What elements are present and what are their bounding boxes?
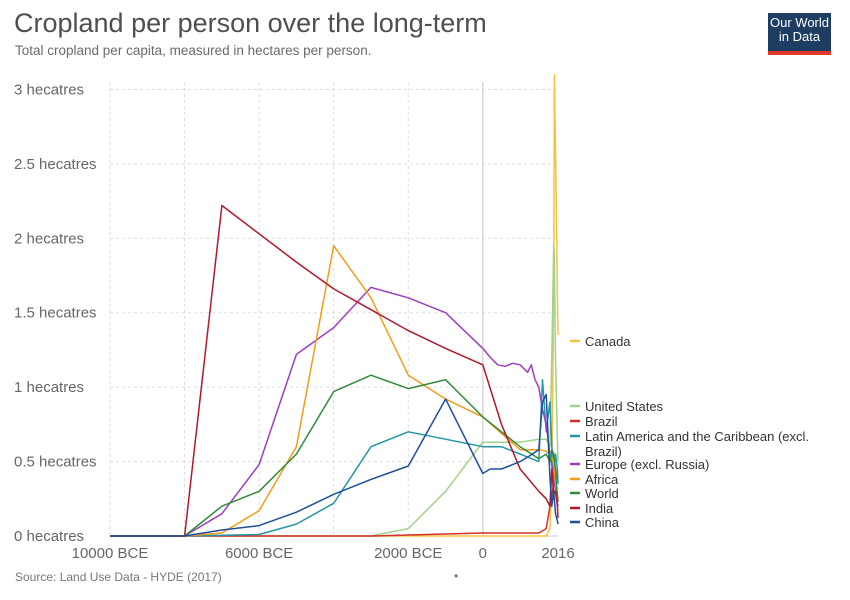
chart-subtitle: Total cropland per capita, measured in h…: [15, 43, 372, 58]
series-line-latin-america-and-the-caribbean-excl-brazil-: [110, 378, 559, 537]
series-line-africa: [110, 244, 559, 537]
series-line-china: [110, 393, 559, 537]
legend-label-china: China: [585, 515, 620, 530]
legend-label-brazil: Brazil: [585, 414, 618, 429]
y-tick-label: 3 hecatres: [14, 81, 84, 98]
source-note[interactable]: Source: Land Use Data - HYDE (2017): [15, 570, 222, 584]
logo-line-1: Our World: [770, 15, 829, 30]
x-tick-label: 6000 BCE: [225, 545, 293, 562]
y-tick-label: 0.5 hecatres: [14, 454, 97, 471]
x-tick-label: 0: [479, 545, 487, 562]
y-tick-label: 1 hecatres: [14, 379, 84, 396]
owid-logo[interactable]: Our World in Data: [768, 13, 831, 55]
y-tick-label: 2 hecatres: [14, 230, 84, 247]
legend-label-india: India: [585, 501, 614, 516]
series-line-world: [110, 374, 559, 537]
x-tick-label: 2016: [541, 545, 574, 562]
legend-label-world: World: [585, 486, 619, 501]
legend-label-united-states: United States: [585, 399, 664, 414]
logo-accent-bar: [768, 51, 831, 55]
chart-title: Cropland per person over the long-term: [14, 8, 487, 38]
legend-label-europe-excl-russia-: Europe (excl. Russia): [585, 457, 709, 472]
y-tick-label: 2.5 hecatres: [14, 156, 97, 173]
legend-label-canada: Canada: [585, 334, 631, 349]
x-tick-label: 10000 BCE: [72, 545, 149, 562]
y-tick-label: 1.5 hecatres: [14, 305, 97, 322]
x-tick-label: 2000 BCE: [374, 545, 442, 562]
legend-label-latin-america-and-the-caribbean-excl-brazil-: Latin America and the Caribbean (excl.: [585, 429, 809, 444]
legend-label-africa: Africa: [585, 472, 619, 487]
series-line-india: [110, 204, 559, 537]
y-tick-label: 0 hecatres: [14, 528, 84, 545]
legend-label-latin-america-and-the-caribbean-excl-brazil-: Brazil): [585, 444, 622, 459]
footer-dot: •: [454, 569, 459, 583]
logo-line-2: in Data: [778, 29, 821, 44]
